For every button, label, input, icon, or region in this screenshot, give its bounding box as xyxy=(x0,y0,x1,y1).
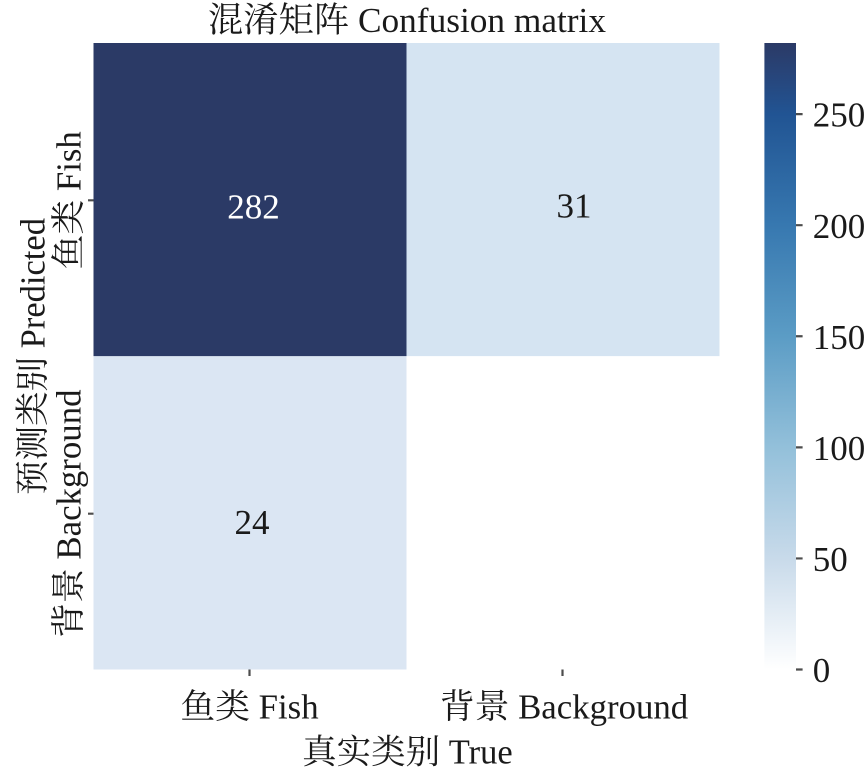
svg-text:Fish: Fish xyxy=(49,131,88,191)
svg-text:True: True xyxy=(449,734,513,768)
svg-text:282: 282 xyxy=(227,187,280,226)
svg-text:24: 24 xyxy=(235,503,270,542)
svg-text:31: 31 xyxy=(557,187,592,226)
svg-text:150: 150 xyxy=(813,318,864,357)
svg-text:100: 100 xyxy=(813,429,864,468)
svg-text:50: 50 xyxy=(813,540,848,579)
svg-text:0: 0 xyxy=(813,651,831,690)
svg-text:200: 200 xyxy=(813,207,864,246)
svg-text:Fish: Fish xyxy=(259,687,319,726)
svg-text:Background: Background xyxy=(518,687,688,726)
svg-text:Background: Background xyxy=(49,390,88,560)
svg-text:Predicted: Predicted xyxy=(14,218,52,348)
svg-text:Confusion matrix: Confusion matrix xyxy=(358,1,606,40)
svg-text:250: 250 xyxy=(813,96,864,135)
